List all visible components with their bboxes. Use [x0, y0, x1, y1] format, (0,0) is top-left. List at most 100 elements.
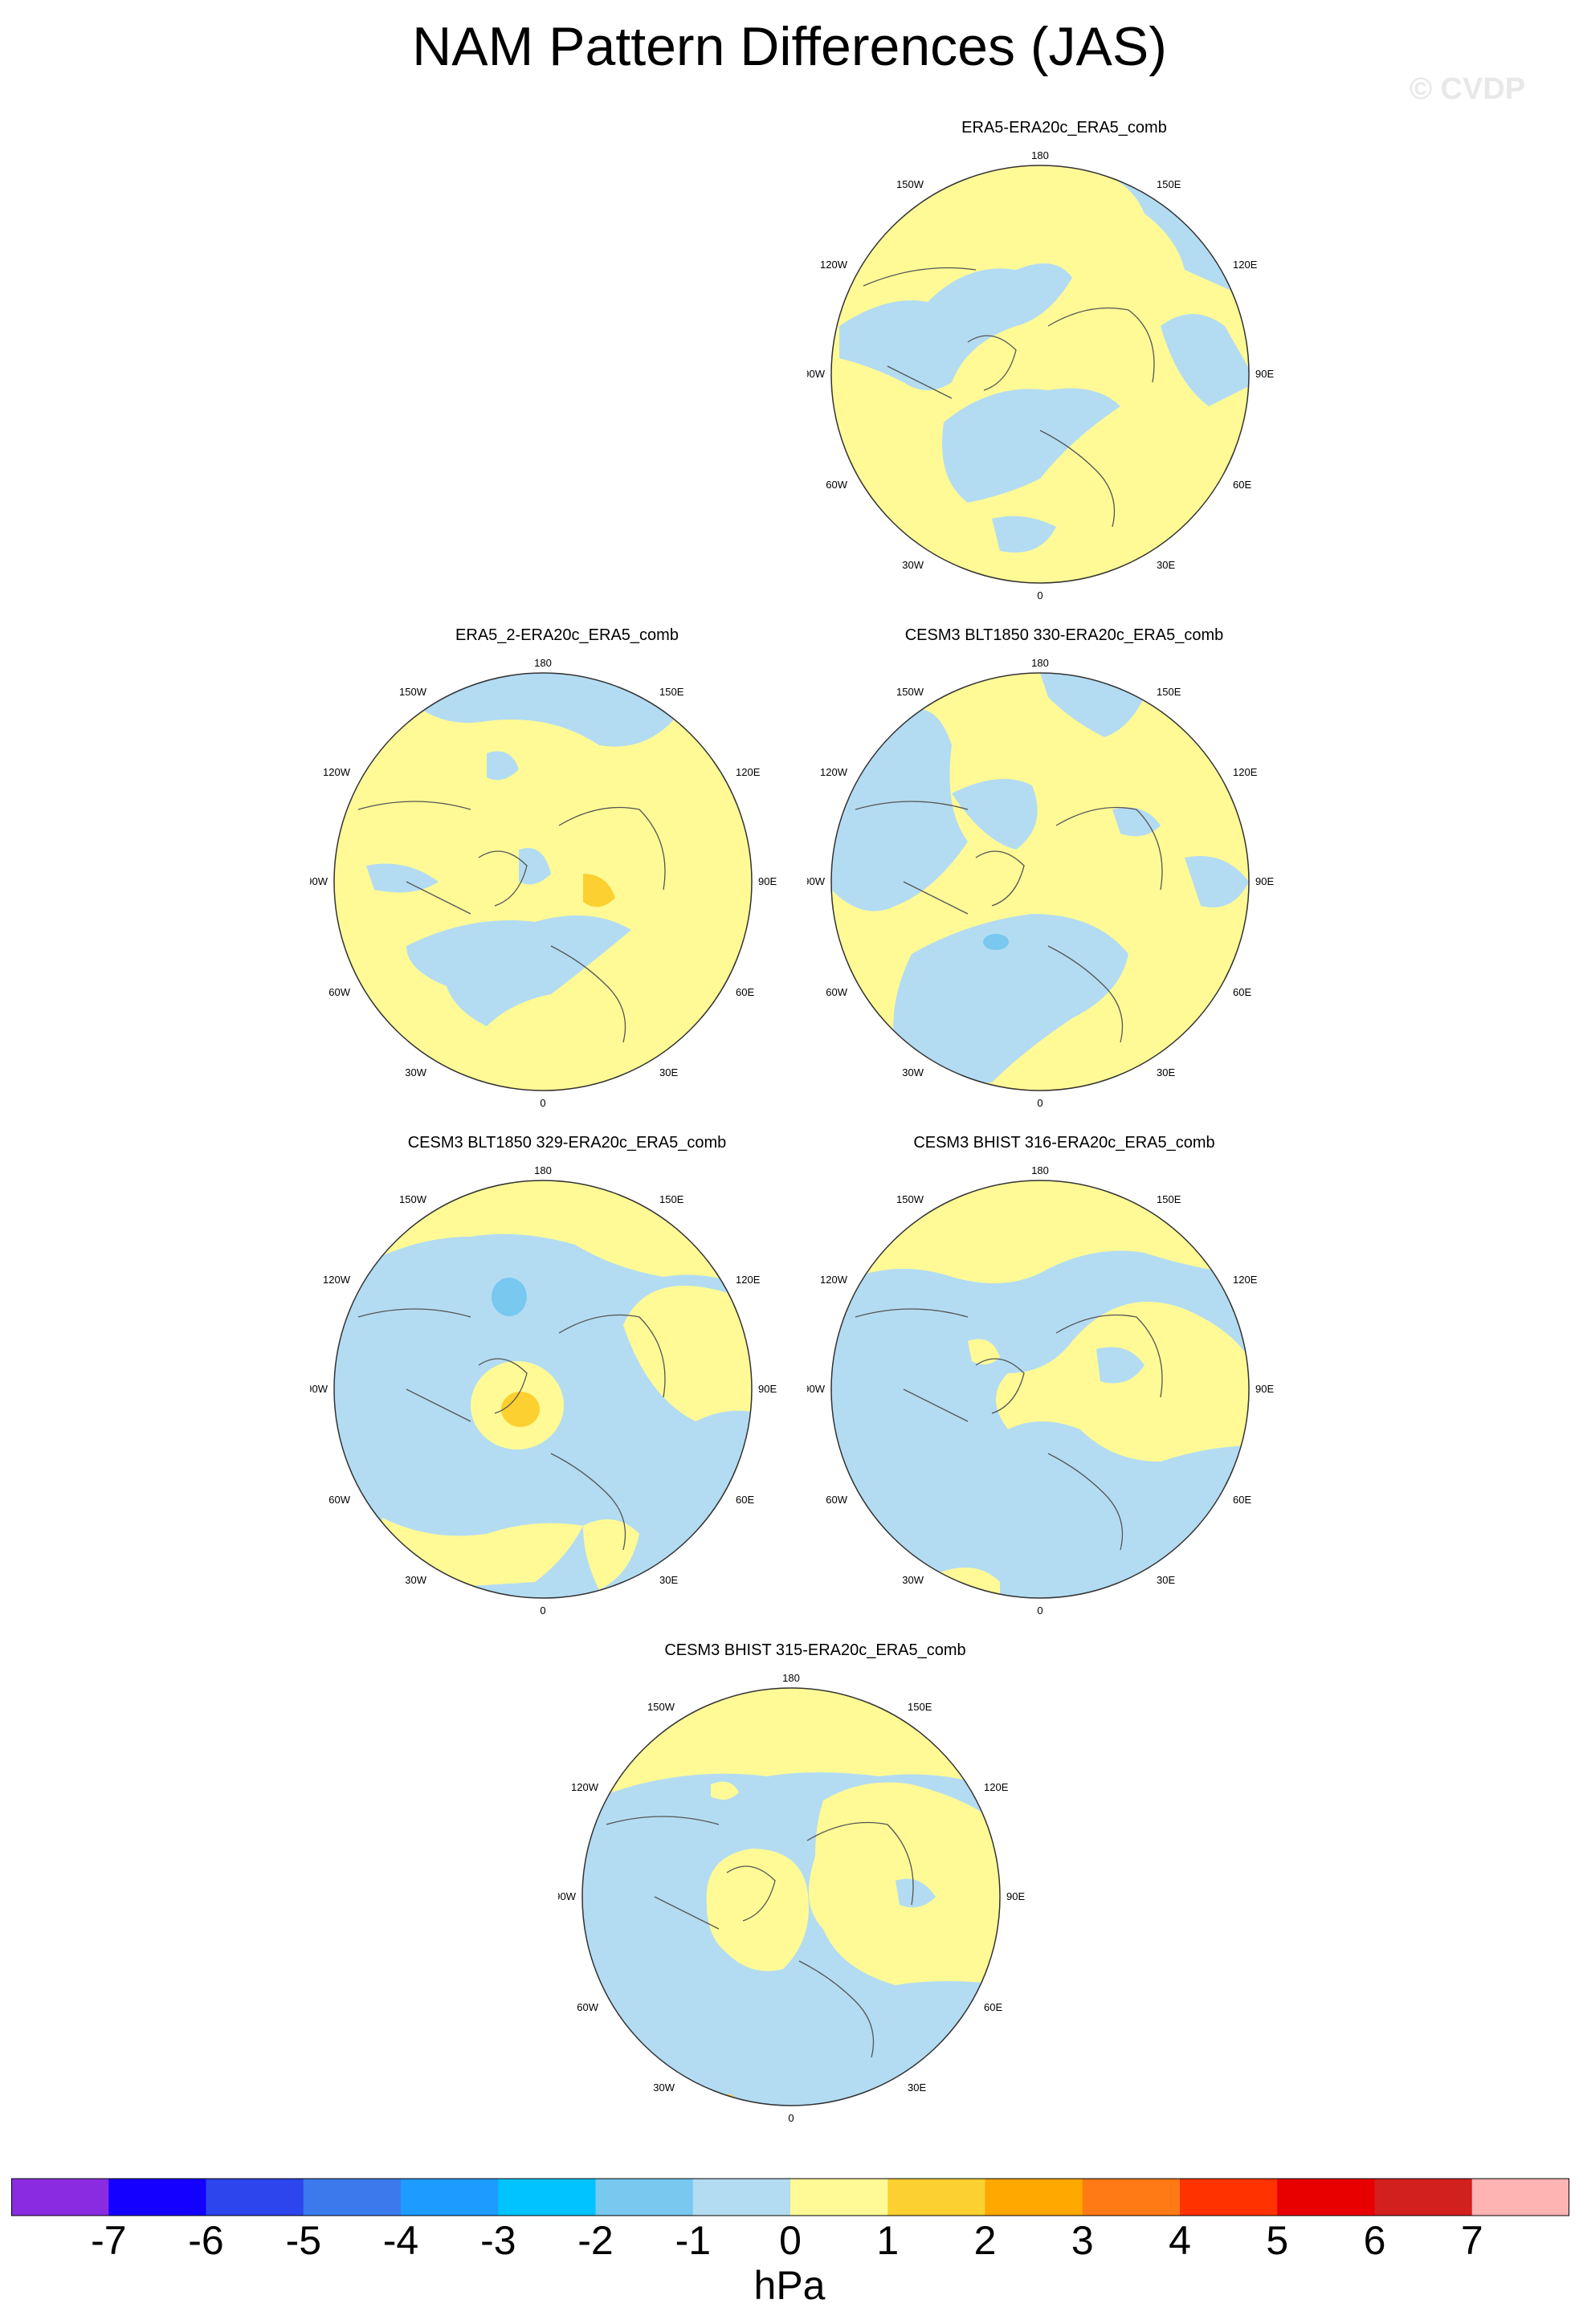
negative-region	[406, 915, 631, 1026]
colorbar-swatch	[887, 2179, 985, 2216]
colorbar-swatch	[1180, 2179, 1278, 2216]
colorbar-swatch	[1374, 2179, 1473, 2216]
polar-map-3: 180 0 90W 90E 150W 150E 120W 120E 60W 60…	[807, 657, 1274, 1109]
lon-label-120e: 120E	[984, 1781, 1009, 1793]
map-border	[830, 1180, 1250, 1599]
lon-label-30w: 30W	[902, 1574, 924, 1586]
lon-label-150w: 150W	[647, 1701, 675, 1713]
lon-label-90e: 90E	[1006, 1890, 1025, 1902]
map-panel-4: CESM3 BLT1850 329-ERA20c_ERA5_comb 180 0…	[310, 1132, 824, 1630]
positive-region	[706, 1849, 809, 1971]
map-border	[333, 1180, 753, 1599]
colorbar-swatch	[790, 2179, 888, 2216]
colorbar-swatch	[303, 2179, 402, 2216]
positive-region	[623, 1286, 752, 1421]
figure-title: NAM Pattern Differences (JAS)	[412, 16, 1167, 77]
map-panel-1: ERA5-ERA20c_ERA5_comb 180 0 90W 90E 150W…	[807, 117, 1321, 615]
map-panel-3: CESM3 BLT1850 330-ERA20c_ERA5_comb 180 0…	[807, 625, 1321, 1123]
colorbar-swatch	[985, 2179, 1083, 2216]
panel-title: CESM3 BLT1850 329-ERA20c_ERA5_comb	[407, 1134, 727, 1152]
lon-label-30e: 30E	[908, 2081, 926, 2094]
colorbar-tick-label: -6	[188, 2218, 224, 2263]
colorbar-units: hPa	[753, 2263, 826, 2308]
lon-label-150e: 150E	[908, 1701, 932, 1713]
lon-label-60e: 60E	[1233, 479, 1251, 491]
negative-region	[952, 779, 1038, 850]
panel-title: ERA5_2-ERA20c_ERA5_comb	[455, 626, 679, 644]
map-border	[333, 672, 753, 1091]
polar-map-2: 180 0 90W 90E 150W 150E 120W 120E 60W 60…	[310, 657, 777, 1109]
negative-region	[519, 848, 551, 885]
lon-label-180: 180	[1031, 149, 1049, 161]
positive-region	[996, 1302, 1249, 1462]
colorbar-swatch	[498, 2179, 596, 2216]
negative-region	[406, 673, 679, 747]
lon-label-90e: 90E	[758, 1383, 777, 1395]
colorbar-swatch	[1471, 2179, 1569, 2216]
lon-label-90w: 90W	[807, 1383, 826, 1395]
lon-label-180: 180	[1031, 657, 1049, 669]
colorbar-swatch	[108, 2179, 206, 2216]
lon-label-60e: 60E	[1233, 1494, 1251, 1506]
colorbar-swatch	[11, 2179, 109, 2216]
lon-label-120w: 120W	[323, 766, 351, 778]
colorbar-swatch	[401, 2179, 499, 2216]
negative-region	[942, 388, 1120, 503]
coastline	[606, 1816, 914, 2058]
lon-label-120e: 120E	[1233, 259, 1258, 271]
positive-region	[711, 1781, 739, 1800]
colorbar-tick-label: 5	[1266, 2218, 1289, 2263]
lon-label-120w: 120W	[820, 1274, 848, 1286]
negative-region	[1096, 1347, 1144, 1384]
negative-region	[839, 263, 1072, 390]
negative-region	[366, 863, 439, 893]
lon-label-90w: 90W	[310, 1383, 328, 1395]
lon-label-0: 0	[788, 2112, 794, 2124]
lon-label-90e: 90E	[1255, 1383, 1274, 1395]
lon-label-60e: 60E	[1233, 986, 1251, 998]
lon-label-90w: 90W	[558, 1890, 577, 1902]
map-border	[581, 1687, 1001, 2106]
lon-label-60w: 60W	[577, 2001, 598, 2013]
coastline	[855, 801, 1163, 1043]
lon-label-150e: 150E	[1157, 1193, 1181, 1205]
colorbar-tick-label: 1	[876, 2218, 900, 2263]
colorbar-tick-label: 7	[1460, 2218, 1483, 2263]
lon-label-180: 180	[782, 1672, 800, 1684]
lon-label-30w: 30W	[902, 559, 924, 571]
colorbar-swatch	[1277, 2179, 1375, 2216]
lon-label-0: 0	[1037, 1604, 1042, 1617]
colorbar-swatch	[595, 2179, 694, 2216]
negative-region	[1112, 807, 1161, 837]
lon-label-30e: 30E	[1157, 1066, 1175, 1078]
colorbar-tick-label: -4	[382, 2218, 419, 2263]
lon-label-60e: 60E	[984, 2001, 1002, 2013]
map-panel-5: CESM3 BHIST 316-ERA20c_ERA5_comb 180 0 9…	[807, 1132, 1321, 1630]
positive-region	[583, 874, 615, 907]
lon-label-0: 0	[540, 1604, 545, 1617]
colorbar-swatch	[1082, 2179, 1181, 2216]
lon-label-120w: 120W	[323, 1274, 351, 1286]
lon-label-180: 180	[534, 1164, 552, 1176]
lon-label-30w: 30W	[405, 1066, 426, 1078]
panel-title: CESM3 BHIST 315-ERA20c_ERA5_comb	[664, 1641, 966, 1659]
negative-region	[1040, 673, 1144, 737]
lon-label-60e: 60E	[736, 1494, 754, 1506]
lon-label-150e: 150E	[659, 686, 684, 698]
negative-region	[1185, 856, 1249, 907]
colorbar-tick-label: 2	[973, 2218, 997, 2263]
colorbar-swatch	[206, 2179, 304, 2216]
map-background	[334, 673, 752, 1091]
lon-label-30e: 30E	[1157, 559, 1175, 571]
map-panel-6: CESM3 BHIST 315-ERA20c_ERA5_comb 180 0 9…	[558, 1640, 1072, 2138]
lon-label-90e: 90E	[758, 875, 777, 887]
lon-label-30e: 30E	[659, 1066, 678, 1078]
lon-label-60w: 60W	[328, 1494, 350, 1506]
negative-region	[1161, 314, 1249, 406]
lon-label-120e: 120E	[736, 1274, 761, 1286]
lon-label-30e: 30E	[1157, 1574, 1175, 1586]
lon-label-90e: 90E	[1255, 368, 1274, 380]
lon-label-150e: 150E	[659, 1193, 684, 1205]
lon-label-30e: 30E	[659, 1574, 678, 1586]
colorbar-tick-label: 3	[1071, 2218, 1094, 2263]
